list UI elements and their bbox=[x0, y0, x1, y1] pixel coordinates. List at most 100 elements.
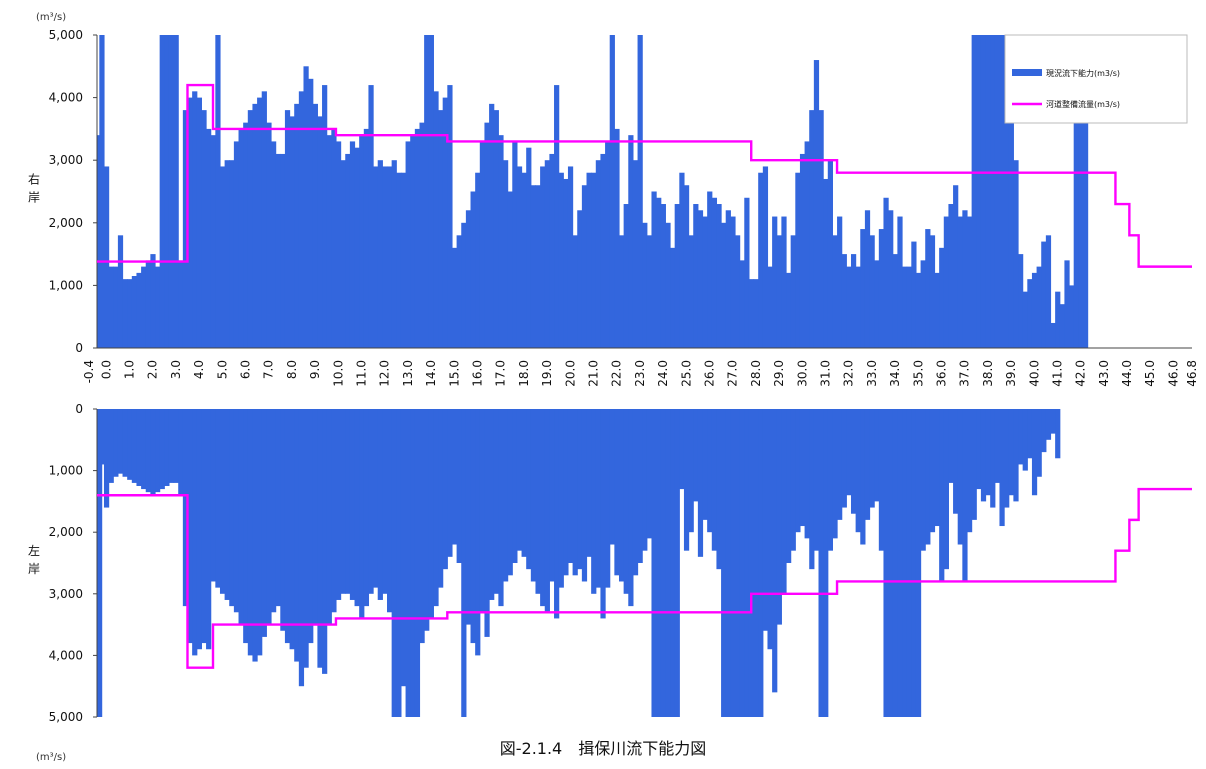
capacity-bar bbox=[567, 166, 574, 348]
capacity-bar bbox=[799, 153, 806, 348]
capacity-bar bbox=[303, 66, 309, 349]
capacity-bar bbox=[405, 409, 411, 717]
capacity-bar bbox=[113, 266, 119, 348]
capacity-bar bbox=[707, 191, 713, 348]
capacity-bar bbox=[939, 409, 945, 582]
capacity-bar bbox=[168, 409, 175, 483]
capacity-bar bbox=[498, 135, 504, 348]
x-tick-label: 46.8 bbox=[1185, 360, 1199, 387]
capacity-bar bbox=[758, 409, 764, 717]
capacity-bar bbox=[679, 409, 685, 490]
capacity-bar bbox=[915, 272, 922, 348]
capacity-bar bbox=[563, 178, 569, 348]
capacity-bar bbox=[929, 409, 936, 533]
capacity-bar bbox=[97, 409, 103, 717]
capacity-bar bbox=[827, 409, 833, 551]
capacity-bar bbox=[656, 197, 662, 348]
x-axis: -0.4 0.0 1.0 2.0 3.0 4.0 5.0 6.0 7.0 8.0 9.0 10.0 11… bbox=[82, 347, 1199, 387]
legend-label: 河道整備流量(m3/s) bbox=[1046, 99, 1120, 109]
capacity-bar bbox=[1055, 291, 1061, 348]
capacity-bar bbox=[507, 191, 513, 348]
capacity-bar bbox=[544, 409, 550, 613]
capacity-bar bbox=[971, 409, 977, 520]
capacity-bar bbox=[340, 409, 346, 594]
capacity-bar bbox=[804, 409, 810, 539]
capacity-bar bbox=[702, 216, 708, 348]
capacity-bar bbox=[892, 254, 898, 348]
capacity-bar bbox=[155, 266, 161, 348]
design-flow-line bbox=[97, 487, 1192, 669]
capacity-bar bbox=[632, 160, 639, 348]
capacity-bar bbox=[734, 409, 741, 717]
capacity-bar bbox=[646, 235, 653, 348]
capacity-bar bbox=[424, 409, 430, 631]
capacity-bar bbox=[210, 135, 216, 348]
capacity-bar bbox=[173, 409, 179, 483]
capacity-bar bbox=[985, 409, 991, 496]
capacity-bar bbox=[651, 409, 657, 717]
capacity-bar bbox=[280, 153, 286, 348]
y-unit-bottom: (m³/s) bbox=[36, 752, 66, 763]
capacity-bar bbox=[294, 409, 300, 662]
x-tick-label: 27.0 bbox=[726, 360, 740, 387]
capacity-bar bbox=[512, 141, 518, 348]
capacity-bar bbox=[1004, 409, 1010, 508]
capacity-bar bbox=[1041, 241, 1047, 348]
capacity-bar bbox=[192, 409, 198, 656]
x-tick-label: 11.0 bbox=[354, 360, 368, 387]
y-tick-label: 3,000 bbox=[49, 153, 83, 167]
capacity-bar bbox=[224, 160, 230, 348]
capacity-bar bbox=[549, 153, 555, 348]
capacity-bar bbox=[929, 235, 936, 348]
capacity-bar bbox=[271, 409, 277, 613]
capacity-bar bbox=[1050, 322, 1056, 348]
y-tick-label: 5,000 bbox=[49, 28, 83, 42]
capacity-bar bbox=[869, 235, 875, 348]
capacity-bar bbox=[874, 260, 880, 348]
capacity-bar bbox=[187, 409, 193, 644]
capacity-bar bbox=[280, 409, 286, 631]
x-tick-label: 21.0 bbox=[586, 360, 600, 387]
capacity-bar bbox=[693, 204, 699, 348]
capacity-bar bbox=[795, 409, 801, 533]
capacity-bar bbox=[266, 409, 272, 625]
capacity-bar bbox=[762, 166, 769, 348]
x-tick-label: 43.0 bbox=[1097, 360, 1111, 387]
capacity-bar bbox=[470, 409, 476, 644]
capacity-bar bbox=[1036, 409, 1042, 477]
capacity-bar bbox=[359, 135, 365, 348]
capacity-bar bbox=[841, 254, 847, 348]
capacity-bar bbox=[730, 216, 736, 348]
capacity-bar bbox=[400, 409, 407, 687]
capacity-bar bbox=[734, 235, 741, 348]
capacity-bar bbox=[387, 166, 393, 348]
capacity-bar bbox=[465, 210, 472, 348]
capacity-bar bbox=[628, 409, 634, 607]
capacity-bar bbox=[484, 409, 490, 637]
capacity-bar bbox=[837, 216, 843, 348]
y-tick-label: 5,000 bbox=[49, 710, 83, 724]
capacity-bar bbox=[103, 166, 110, 348]
capacity-bar bbox=[433, 91, 439, 348]
capacity-bar bbox=[748, 409, 755, 717]
capacity-bar bbox=[660, 409, 666, 717]
capacity-bar bbox=[396, 172, 402, 348]
capacity-bar bbox=[623, 409, 629, 594]
capacity-bar bbox=[359, 409, 365, 619]
capacity-bar bbox=[196, 409, 202, 650]
x-tick-label: 29.0 bbox=[772, 360, 786, 387]
capacity-bar bbox=[308, 78, 314, 348]
capacity-bar bbox=[516, 166, 523, 348]
y-tick-label: 2,000 bbox=[49, 525, 83, 539]
capacity-bar bbox=[535, 409, 541, 594]
x-tick-label: -0.4 bbox=[82, 360, 96, 383]
capacity-bar bbox=[382, 409, 388, 594]
capacity-bar bbox=[145, 409, 151, 493]
capacity-bar bbox=[628, 135, 634, 348]
capacity-bar bbox=[540, 409, 546, 607]
capacity-bar bbox=[99, 35, 105, 348]
capacity-bar bbox=[155, 409, 161, 493]
capacity-bar bbox=[516, 409, 523, 551]
capacity-bar bbox=[707, 409, 713, 533]
capacity-bar bbox=[201, 409, 207, 644]
